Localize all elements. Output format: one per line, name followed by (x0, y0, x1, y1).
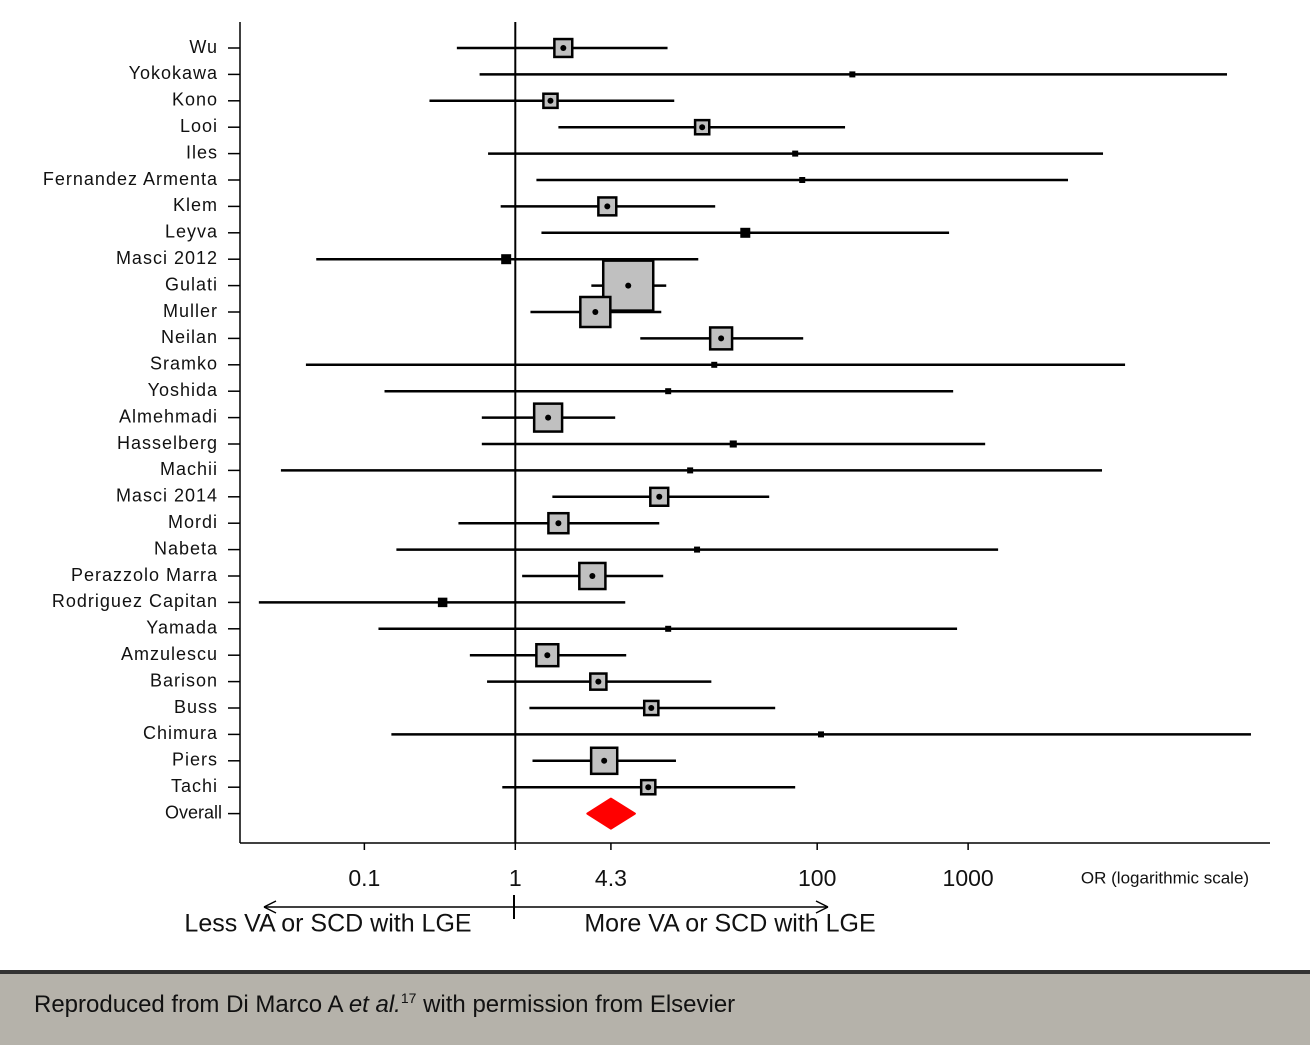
estimate-dot (547, 97, 554, 104)
study-label: Mordi (168, 512, 218, 532)
footer-part: with permission from Elsevier (416, 991, 736, 1018)
study-label: Sramko (150, 354, 218, 374)
estimate-dot (601, 757, 608, 764)
estimate-dot (699, 124, 706, 131)
right-label: More VA or SCD with LGE (584, 910, 875, 938)
estimate-dot (648, 705, 655, 711)
left-label: Less VA or SCD with LGE (184, 910, 471, 938)
study-label: Yoshida (148, 380, 218, 400)
estimate-dot (645, 784, 652, 791)
estimate-dot (595, 678, 602, 685)
study-label: Almehmadi (119, 406, 218, 426)
estimate-dot (656, 493, 663, 500)
study-label: Buss (174, 697, 218, 717)
study-label: Piers (172, 750, 218, 770)
estimate-box (818, 731, 824, 738)
estimate-box (792, 150, 799, 157)
estimate-dot (604, 203, 611, 210)
estimate-box (849, 71, 856, 78)
x-tick-label: 0.1 (348, 865, 380, 891)
estimate-dot (589, 573, 596, 579)
study-label: Iles (186, 142, 218, 162)
estimate-box (711, 361, 718, 368)
estimate-box (687, 467, 694, 474)
study-label: Masci 2012 (116, 248, 218, 268)
study-label: Fernandez Armenta (43, 169, 218, 189)
study-label: Barison (150, 670, 218, 690)
study-label: Machii (160, 459, 218, 479)
study-label: Kono (172, 90, 218, 110)
study-label: Yamada (146, 618, 218, 638)
study-label: Wu (189, 37, 218, 57)
x-tick-label: 4.3 (595, 865, 627, 891)
study-label: Gulati (165, 274, 218, 294)
study-label: Looi (180, 116, 218, 136)
footer-sup: 17 (400, 990, 417, 1006)
overall-diamond (586, 797, 636, 830)
study-label: Yokokawa (129, 63, 218, 83)
x-tick-label: 1 (509, 865, 522, 891)
study-label: Tachi (171, 776, 218, 796)
x-tick-label: 1000 (943, 865, 994, 891)
study-label: Nabeta (154, 538, 218, 558)
study-label: Muller (163, 301, 218, 321)
footer: Reproduced from Di Marco A et al.17 with… (0, 970, 1310, 1045)
estimate-box (740, 227, 751, 238)
estimate-box (729, 440, 737, 448)
estimate-dot (555, 520, 562, 527)
study-label: Rodriguez Capitan (52, 591, 218, 611)
x-axis-title: OR (logarithmic scale) (1081, 868, 1249, 887)
estimate-dot (545, 414, 552, 421)
arrow-heads (263, 900, 829, 914)
study-label: Neilan (161, 327, 218, 347)
study-label: Perazzolo Marra (71, 565, 218, 585)
x-tick-label: 100 (798, 865, 836, 891)
study-label: Amzulescu (121, 644, 218, 664)
overall-label: Overall (165, 802, 222, 822)
study-label: Chimura (143, 723, 218, 743)
study-label: Masci 2014 (116, 486, 218, 506)
estimate-box (501, 254, 512, 265)
estimate-box (799, 177, 806, 183)
study-label: Klem (173, 195, 218, 215)
estimate-box (437, 597, 448, 608)
estimate-box (665, 388, 672, 395)
footer-text: Reproduced from Di Marco A et al.17 with… (34, 990, 735, 1019)
estimate-box (694, 546, 701, 553)
study-label: Leyva (165, 222, 218, 242)
estimate-dot (718, 335, 725, 342)
footer-part: Reproduced from Di Marco A (34, 991, 349, 1018)
estimate-dot (544, 652, 551, 659)
estimate-dot (592, 309, 599, 315)
estimate-dot (625, 282, 632, 289)
chart: OR (logarithmic scale) Less VA or SCD wi… (43, 22, 1270, 938)
study-label: Hasselberg (117, 433, 218, 453)
estimate-dot (560, 45, 567, 51)
footer-italic: et al. (348, 991, 401, 1018)
estimate-box (665, 625, 672, 632)
